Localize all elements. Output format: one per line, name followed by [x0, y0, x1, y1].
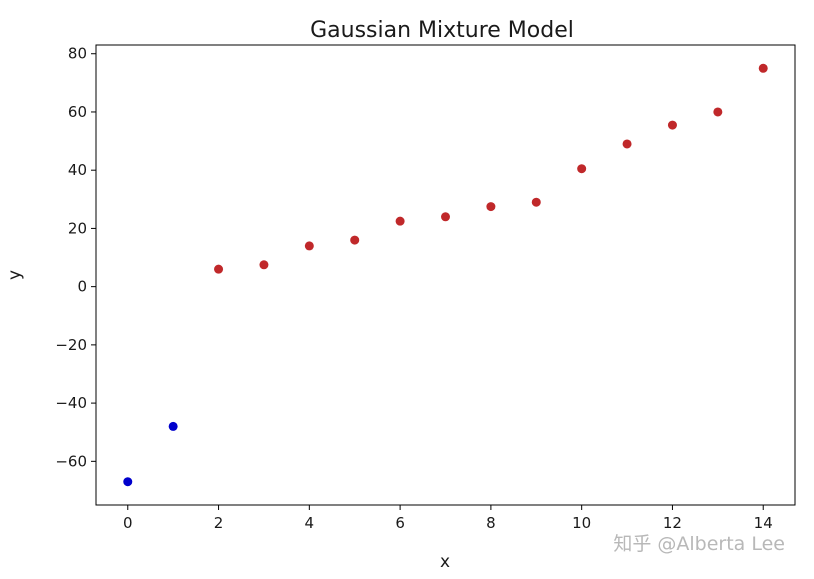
- y-axis: −60 −40 −20 0 20 40 60 80: [55, 45, 96, 470]
- watermark: 知乎 @Alberta Lee: [613, 533, 785, 555]
- scatter-point: [622, 139, 632, 149]
- x-tick-label: 8: [486, 514, 496, 532]
- chart-title: Gaussian Mixture Model: [310, 18, 574, 43]
- scatter-point: [350, 235, 360, 245]
- scatter-point: [395, 216, 405, 226]
- x-tick-label: 0: [123, 514, 133, 532]
- x-tick-label: 2: [214, 514, 224, 532]
- y-tick-label: −20: [55, 336, 87, 354]
- x-tick-label: 10: [572, 514, 591, 532]
- x-tick-label: 12: [663, 514, 682, 532]
- data-points: [123, 63, 768, 487]
- x-axis-label: x: [440, 552, 450, 572]
- scatter-point: [713, 107, 723, 117]
- y-tick-label: 80: [68, 45, 87, 63]
- y-tick-label: −60: [55, 452, 87, 470]
- y-tick-label: 20: [68, 219, 87, 237]
- scatter-point: [214, 264, 224, 274]
- scatter-point: [667, 120, 677, 130]
- plot-frame: [95, 44, 796, 506]
- scatter-point: [577, 164, 587, 174]
- scatter-point: [758, 63, 768, 73]
- y-tick-label: 0: [77, 278, 87, 296]
- y-tick-label: 60: [68, 103, 87, 121]
- scatter-point: [486, 202, 496, 212]
- scatter-point: [259, 260, 269, 270]
- scatter-point: [531, 197, 541, 207]
- x-tick-label: 4: [305, 514, 315, 532]
- scatter-point: [123, 477, 133, 487]
- x-tick-label: 6: [395, 514, 405, 532]
- x-tick-label: 14: [754, 514, 773, 532]
- y-axis-label: y: [5, 270, 25, 280]
- y-tick-label: 40: [68, 161, 87, 179]
- x-axis: 0 2 4 6 8 10 12 14: [123, 505, 773, 532]
- scatter-point: [441, 212, 450, 222]
- scatter-point: [304, 241, 314, 251]
- y-tick-label: −40: [55, 394, 87, 412]
- scatter-point: [168, 421, 178, 431]
